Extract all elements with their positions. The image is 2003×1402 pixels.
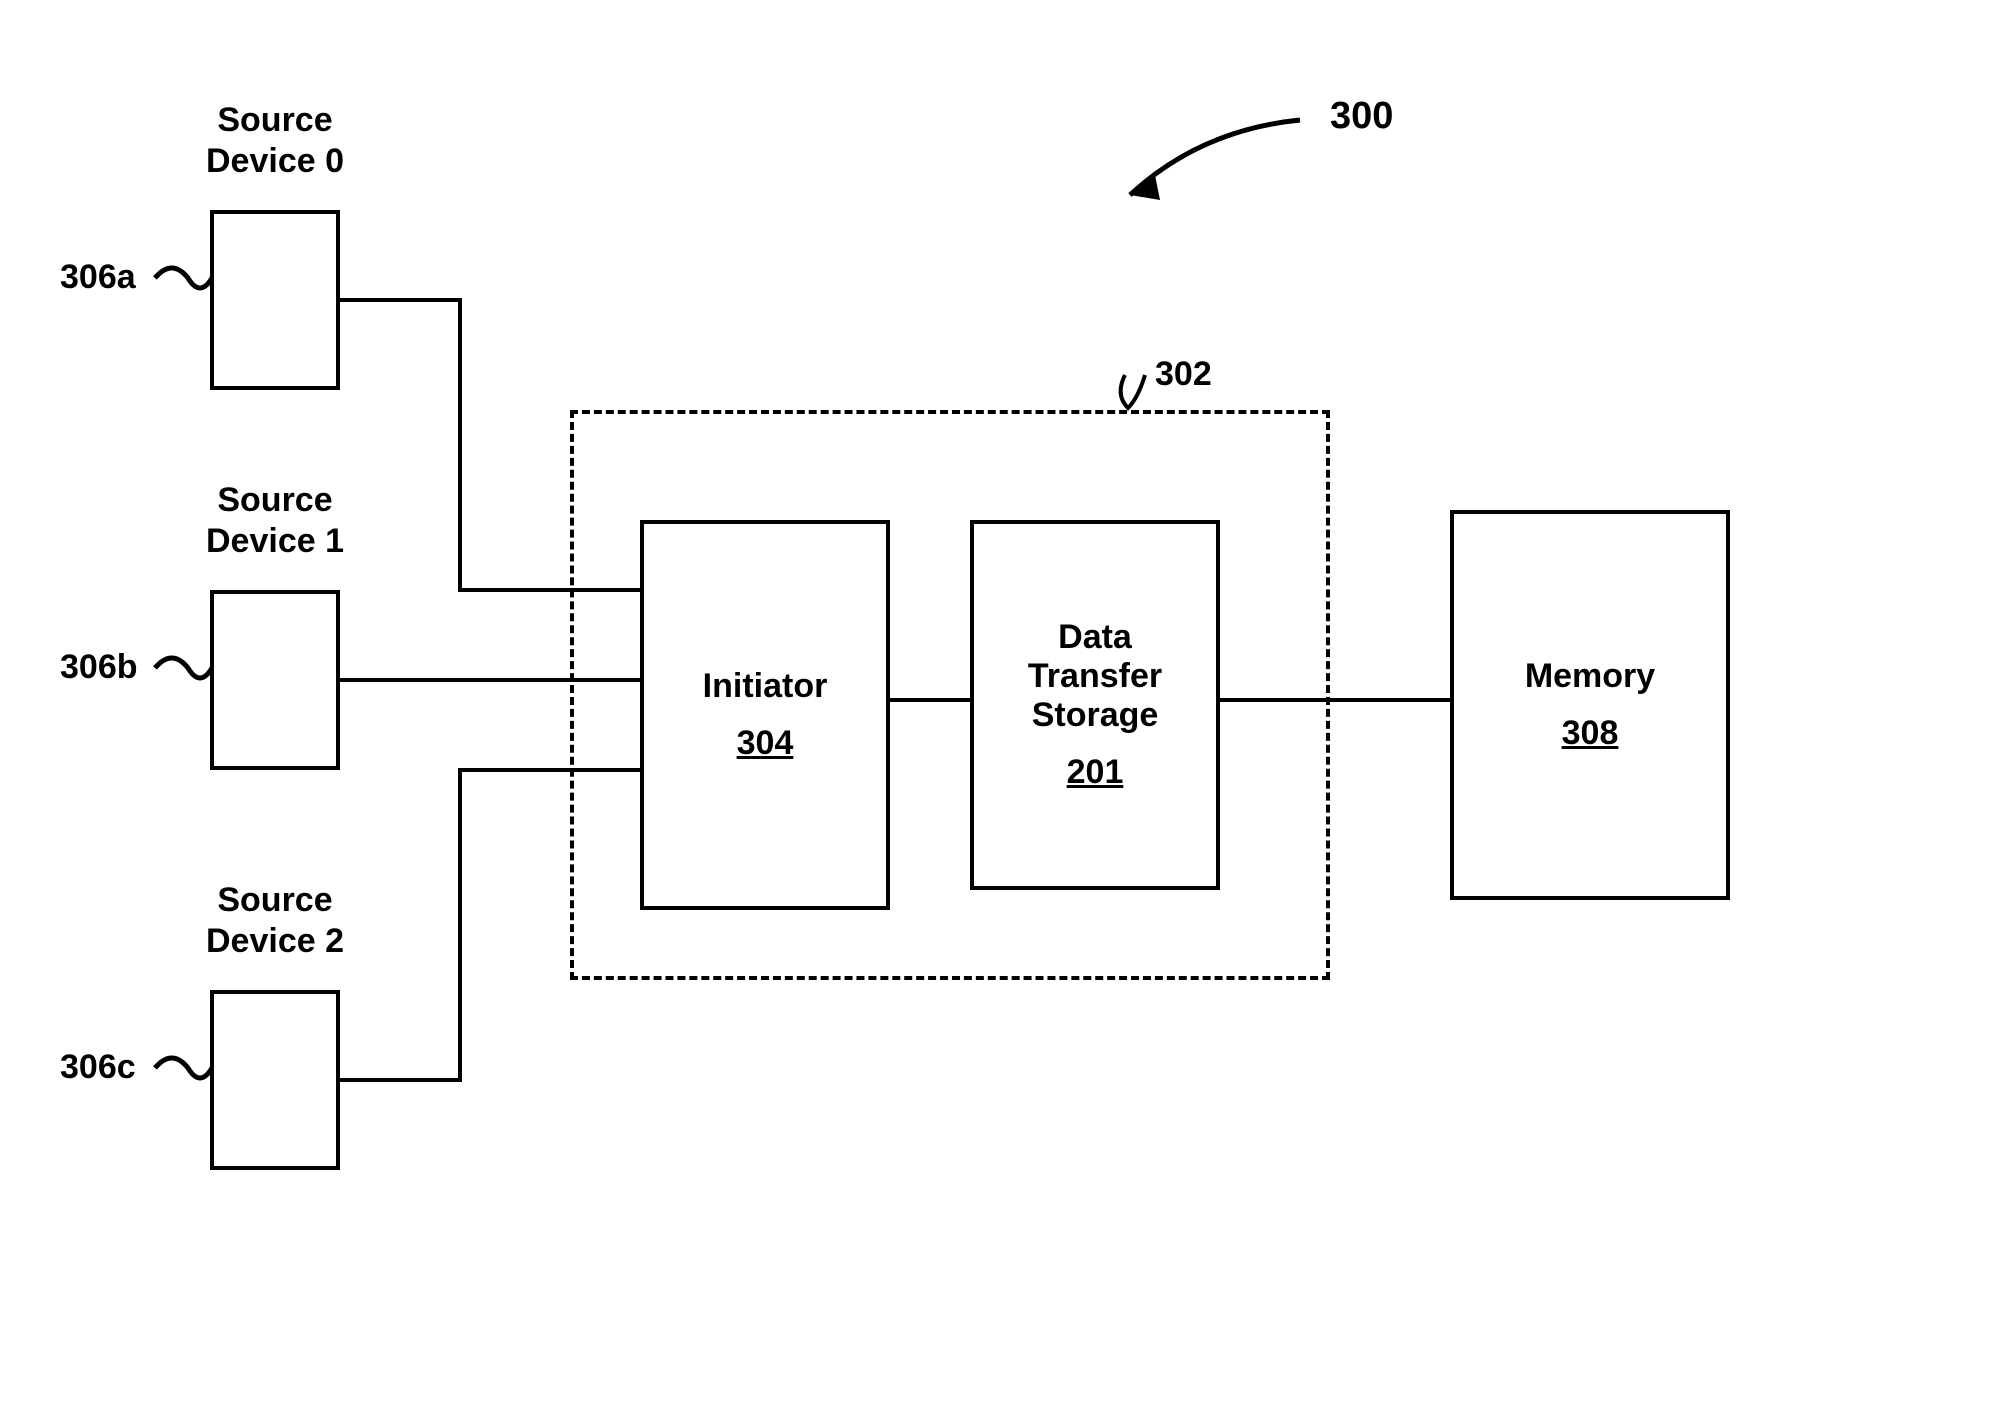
initiator-box: Initiator 304 [640, 520, 890, 910]
memory-title: Memory [1525, 657, 1655, 696]
dts-title: Data Transfer Storage [1028, 618, 1162, 735]
arrow-300 [1130, 120, 1300, 195]
source1-label: Source Device 1 [150, 480, 400, 562]
source2-box [210, 990, 340, 1170]
source1-label-line1: Source [217, 481, 332, 519]
memory-box: Memory 308 [1450, 510, 1730, 900]
squiggle-306b [155, 658, 212, 678]
source2-label-line2: Device 2 [206, 922, 344, 960]
source0-box [210, 210, 340, 390]
container-ref-302: 302 [1155, 355, 1212, 394]
dts-box: Data Transfer Storage 201 [970, 520, 1220, 890]
source1-ref: 306b [60, 648, 138, 687]
source1-box [210, 590, 340, 770]
source1-label-line2: Device 1 [206, 522, 344, 560]
source2-label-line1: Source [217, 881, 332, 919]
block-diagram: Source Device 0 306a Source Device 1 306… [0, 0, 2003, 1402]
initiator-title: Initiator [703, 667, 828, 706]
memory-ref: 308 [1562, 714, 1619, 753]
source0-label-line1: Source [217, 101, 332, 139]
squiggle-302 [1121, 375, 1145, 408]
figure-ref-300: 300 [1330, 95, 1393, 138]
dts-ref: 201 [1067, 753, 1124, 792]
squiggle-306a [155, 268, 212, 288]
source2-ref: 306c [60, 1048, 136, 1087]
initiator-ref: 304 [737, 724, 794, 763]
source0-label: Source Device 0 [150, 100, 400, 182]
squiggle-306c [155, 1058, 212, 1078]
source0-label-line2: Device 0 [206, 142, 344, 180]
source0-ref: 306a [60, 258, 136, 297]
source2-label: Source Device 2 [150, 880, 400, 962]
arrowhead-300 [1130, 175, 1160, 200]
